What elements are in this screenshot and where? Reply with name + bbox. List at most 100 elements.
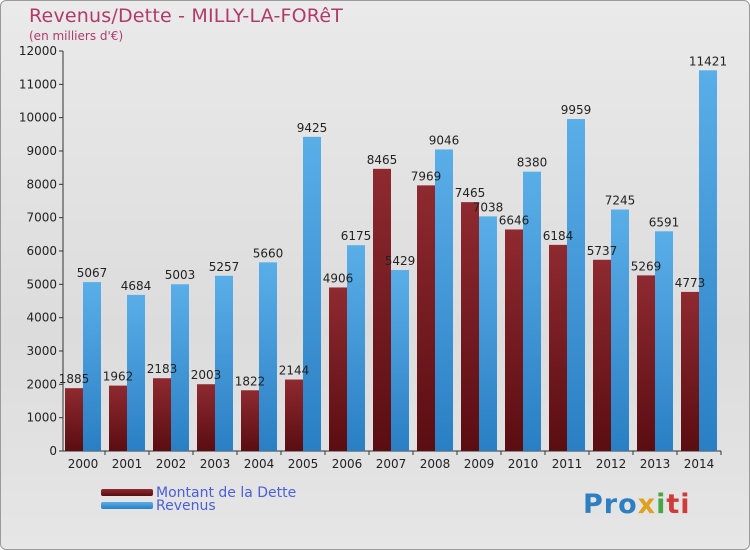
data-label-dette: 2183	[147, 362, 178, 376]
chart-bars	[65, 70, 717, 452]
bar-revenus	[479, 216, 497, 451]
bar-revenus	[259, 262, 277, 451]
bar-dette	[593, 259, 611, 451]
data-label-dette: 8465	[367, 153, 398, 167]
data-label-dette: 7465	[455, 186, 486, 200]
data-label-revenus: 6591	[649, 215, 680, 229]
y-tick-label: 4000	[26, 311, 57, 325]
y-tick-label: 1000	[26, 411, 57, 425]
bar-dette	[549, 244, 567, 451]
y-tick-label: 2000	[26, 377, 57, 391]
data-label-revenus: 9959	[561, 103, 592, 117]
y-tick-label: 12000	[19, 44, 57, 58]
data-label-dette: 1962	[103, 370, 134, 384]
x-tick-label: 2001	[112, 457, 143, 471]
bar-dette	[65, 388, 83, 451]
logo-part: i	[656, 489, 667, 520]
bar-dette	[681, 291, 699, 451]
data-label-dette: 2003	[191, 368, 222, 382]
bar-dette	[153, 378, 171, 451]
y-tick-label: 11000	[19, 77, 57, 91]
logo-part: Pro	[583, 489, 638, 520]
y-tick-label: 6000	[26, 244, 57, 258]
x-tick-label: 2009	[464, 457, 495, 471]
data-label-revenus: 7038	[473, 200, 504, 214]
x-tick-label: 2000	[68, 457, 99, 471]
data-label-dette: 5269	[631, 259, 662, 273]
x-tick-label: 2010	[508, 457, 539, 471]
x-tick-label: 2006	[332, 457, 363, 471]
y-tick-label: 8000	[26, 177, 57, 191]
x-tick-label: 2012	[596, 457, 627, 471]
bar-revenus	[655, 231, 673, 451]
x-tick-label: 2013	[640, 457, 671, 471]
data-label-revenus: 5660	[253, 246, 284, 260]
x-tick-label: 2004	[244, 457, 275, 471]
y-tick-label: 7000	[26, 211, 57, 225]
data-label-revenus: 5003	[165, 268, 196, 282]
x-tick-label: 2003	[200, 457, 231, 471]
bar-dette	[505, 229, 523, 451]
logo-part: x	[637, 489, 657, 520]
data-label-revenus: 6175	[341, 229, 372, 243]
y-tick-label: 9000	[26, 144, 57, 158]
bar-dette	[197, 384, 215, 451]
x-tick-label: 2014	[684, 457, 715, 471]
data-label-dette: 4906	[323, 271, 354, 285]
data-label-revenus: 9425	[297, 121, 328, 135]
bar-dette	[637, 275, 655, 451]
bar-revenus	[303, 136, 321, 452]
y-tick-label: 3000	[26, 344, 57, 358]
bar-dette	[461, 202, 479, 451]
logo-part: ti	[666, 489, 691, 520]
chart-data-labels: 1885 1962 2183 2003 1822 2144 4906 8465 7969 7465…	[59, 54, 727, 388]
data-label-dette: 2144	[279, 364, 310, 378]
x-tick-label: 2005	[288, 457, 319, 471]
legend-swatch-dette	[101, 489, 153, 496]
data-label-revenus: 8380	[517, 156, 548, 170]
bar-revenus	[127, 294, 145, 451]
legend-label-revenus: Revenus	[156, 498, 216, 514]
data-label-dette: 6646	[499, 213, 530, 227]
x-tick-label: 2008	[420, 457, 451, 471]
data-label-revenus: 4684	[121, 279, 152, 293]
x-tick-label: 2007	[376, 457, 407, 471]
data-label-revenus: 5257	[209, 260, 240, 274]
bar-revenus	[83, 282, 101, 451]
bar-revenus	[567, 119, 585, 452]
bar-dette	[285, 379, 303, 451]
bar-dette	[373, 168, 391, 452]
bar-dette	[329, 287, 347, 451]
data-label-dette: 1822	[235, 374, 266, 388]
data-label-revenus: 5429	[385, 254, 416, 268]
bar-revenus	[171, 284, 189, 451]
proxiti-logo: Proxiti	[583, 489, 691, 520]
bar-revenus	[523, 171, 541, 451]
bar-revenus	[611, 209, 629, 451]
bar-revenus	[699, 70, 717, 452]
data-label-revenus: 7245	[605, 194, 636, 208]
data-label-dette: 7969	[411, 169, 442, 183]
chart-title: Revenus/Dette - MILLY-LA-FORêT	[29, 5, 344, 27]
data-label-revenus: 9046	[429, 133, 460, 147]
data-label-revenus: 5067	[77, 266, 108, 280]
bar-revenus	[391, 270, 409, 451]
y-tick-label: 0	[49, 444, 57, 458]
data-label-dette: 5737	[587, 244, 618, 258]
bar-revenus	[435, 149, 453, 451]
x-tick-label: 2002	[156, 457, 187, 471]
data-label-dette: 6184	[543, 229, 574, 243]
bar-dette	[417, 185, 435, 451]
y-tick-label: 10000	[19, 111, 57, 125]
bar-revenus	[347, 245, 365, 451]
bar-dette	[241, 390, 259, 451]
data-label-dette: 4773	[675, 276, 706, 290]
legend-swatch-revenus	[101, 502, 153, 509]
data-label-dette: 1885	[59, 372, 90, 386]
bar-dette	[109, 385, 127, 451]
data-label-revenus: 11421	[689, 54, 727, 68]
legend-label-dette: Montant de la Dette	[156, 485, 297, 501]
bar-revenus	[215, 275, 233, 451]
